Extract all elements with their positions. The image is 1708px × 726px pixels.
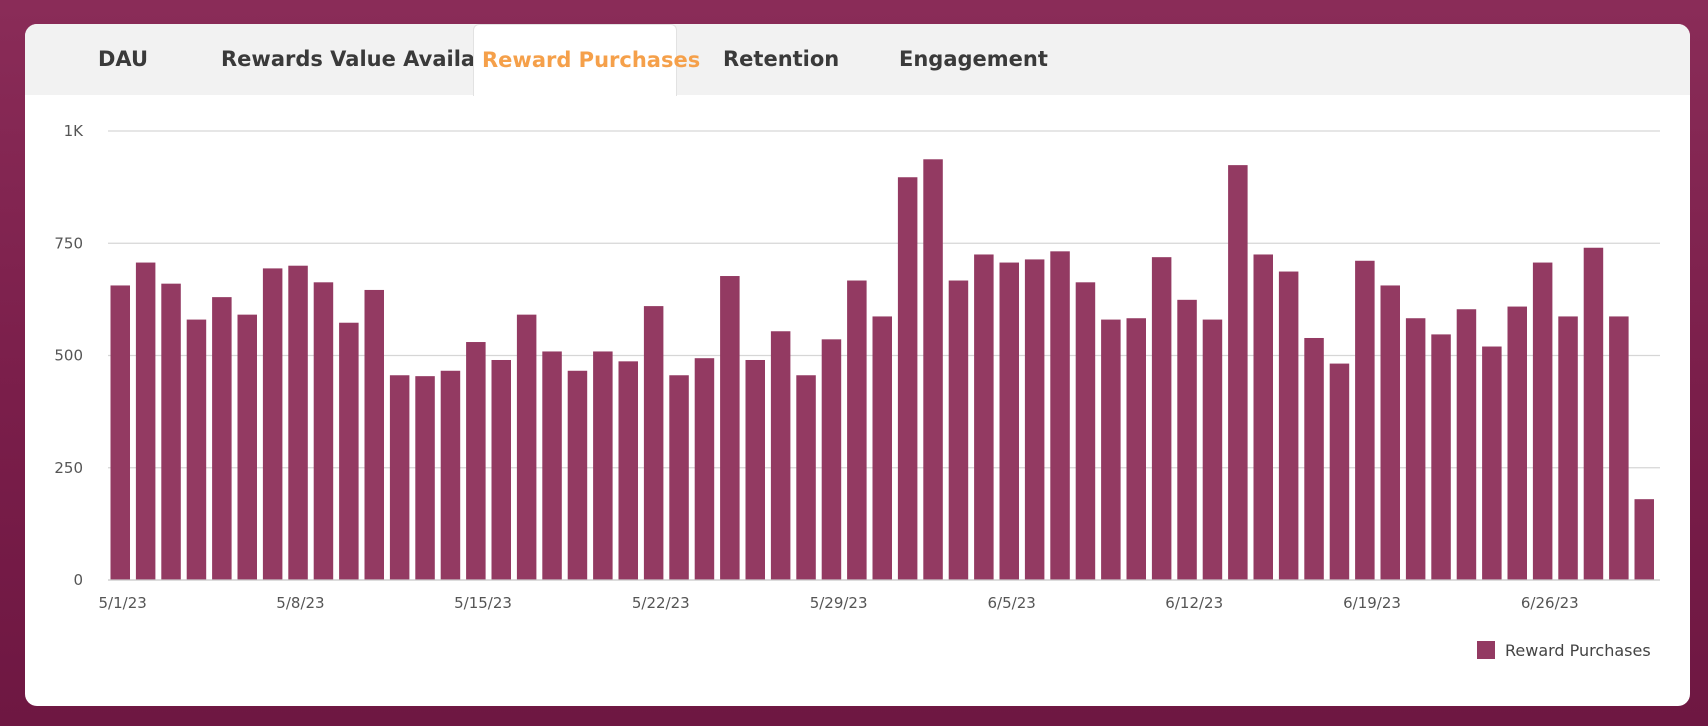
legend: Reward Purchases	[1477, 641, 1651, 660]
bar[interactable]	[1405, 318, 1426, 580]
bar[interactable]	[415, 376, 435, 580]
bar[interactable]	[796, 375, 816, 580]
bar[interactable]	[1126, 318, 1147, 580]
bar[interactable]	[364, 289, 385, 580]
chart-card: DAU Rewards Value Available Reward Purch…	[25, 24, 1690, 706]
y-axis-ticks: 0 250 500 750 1K	[54, 122, 84, 589]
bar[interactable]	[770, 331, 791, 580]
bar[interactable]	[1634, 499, 1655, 580]
bar[interactable]	[999, 262, 1020, 580]
bar[interactable]	[440, 370, 461, 580]
bars	[110, 159, 1655, 581]
tab-retention[interactable]: Retention	[723, 47, 840, 71]
bar[interactable]	[389, 375, 410, 580]
bar[interactable]	[212, 297, 232, 580]
y-tick-label: 1K	[64, 122, 85, 140]
legend-swatch	[1477, 641, 1495, 659]
bar[interactable]	[1101, 319, 1121, 580]
bar[interactable]	[694, 358, 715, 580]
bar[interactable]	[1355, 260, 1375, 580]
bar[interactable]	[1532, 262, 1553, 580]
bar[interactable]	[1228, 165, 1248, 580]
bar[interactable]	[1431, 334, 1451, 580]
x-tick-label: 6/5/23	[988, 594, 1036, 612]
legend-label: Reward Purchases	[1505, 641, 1651, 660]
bar[interactable]	[745, 359, 766, 580]
tab-rewards-value-available[interactable]: Rewards Value Available	[221, 47, 512, 71]
bar[interactable]	[1075, 282, 1096, 580]
tab-engagement[interactable]: Engagement	[899, 47, 1048, 71]
tab-bar: DAU Rewards Value Available Reward Purch…	[25, 24, 1690, 96]
bar[interactable]	[1507, 306, 1528, 580]
bar[interactable]	[186, 319, 207, 580]
bar[interactable]	[161, 283, 181, 580]
bar[interactable]	[948, 280, 969, 580]
bar[interactable]	[1482, 346, 1502, 580]
bar[interactable]	[974, 254, 994, 580]
bar[interactable]	[720, 276, 740, 580]
bar[interactable]	[847, 280, 867, 580]
y-tick-label: 500	[54, 347, 83, 365]
bar[interactable]	[897, 177, 918, 580]
bar[interactable]	[1050, 251, 1070, 580]
bar[interactable]	[466, 342, 486, 580]
bar[interactable]	[313, 282, 334, 580]
x-tick-label: 5/1/23	[99, 594, 147, 612]
bar[interactable]	[135, 262, 156, 580]
x-tick-label: 6/26/23	[1521, 594, 1579, 612]
bar[interactable]	[567, 370, 588, 580]
bar[interactable]	[1253, 254, 1274, 580]
bar[interactable]	[1151, 257, 1172, 580]
bar[interactable]	[1177, 299, 1197, 580]
bar[interactable]	[542, 351, 562, 580]
bar[interactable]	[1609, 316, 1629, 580]
bar[interactable]	[593, 351, 613, 580]
bar[interactable]	[1024, 259, 1045, 580]
x-axis-ticks: 5/1/23 5/8/23 5/15/23 5/22/23 5/29/23 6/5/23 6…	[99, 594, 1579, 612]
x-tick-label: 5/29/23	[810, 594, 868, 612]
bar[interactable]	[618, 361, 639, 580]
bar[interactable]	[1583, 247, 1604, 581]
bar[interactable]	[821, 339, 842, 580]
x-tick-label: 5/8/23	[276, 594, 324, 612]
bar[interactable]	[262, 268, 283, 580]
bar[interactable]	[1278, 271, 1299, 580]
bar[interactable]	[923, 159, 943, 581]
x-tick-label: 6/19/23	[1343, 594, 1401, 612]
bar[interactable]	[491, 359, 512, 580]
bar[interactable]	[110, 285, 131, 580]
bar[interactable]	[669, 375, 689, 580]
bar[interactable]	[516, 314, 537, 580]
y-tick-label: 250	[54, 459, 83, 477]
x-tick-label: 5/15/23	[454, 594, 512, 612]
x-tick-label: 6/12/23	[1165, 594, 1223, 612]
bar[interactable]	[1380, 285, 1401, 580]
bar[interactable]	[288, 265, 308, 580]
bar[interactable]	[1456, 309, 1477, 580]
x-tick-label: 5/22/23	[632, 594, 690, 612]
bar[interactable]	[1558, 316, 1578, 580]
y-tick-label: 750	[54, 234, 83, 252]
bar[interactable]	[1202, 319, 1223, 580]
bar[interactable]	[872, 316, 893, 580]
bar[interactable]	[1304, 337, 1324, 580]
bar[interactable]	[1329, 363, 1350, 580]
bar[interactable]	[237, 314, 258, 580]
tab-reward-purchases[interactable]: Reward Purchases	[473, 24, 700, 96]
bar[interactable]	[643, 306, 664, 580]
y-tick-label: 0	[73, 571, 83, 589]
bar[interactable]	[339, 322, 359, 580]
tab-dau[interactable]: DAU	[98, 47, 149, 71]
